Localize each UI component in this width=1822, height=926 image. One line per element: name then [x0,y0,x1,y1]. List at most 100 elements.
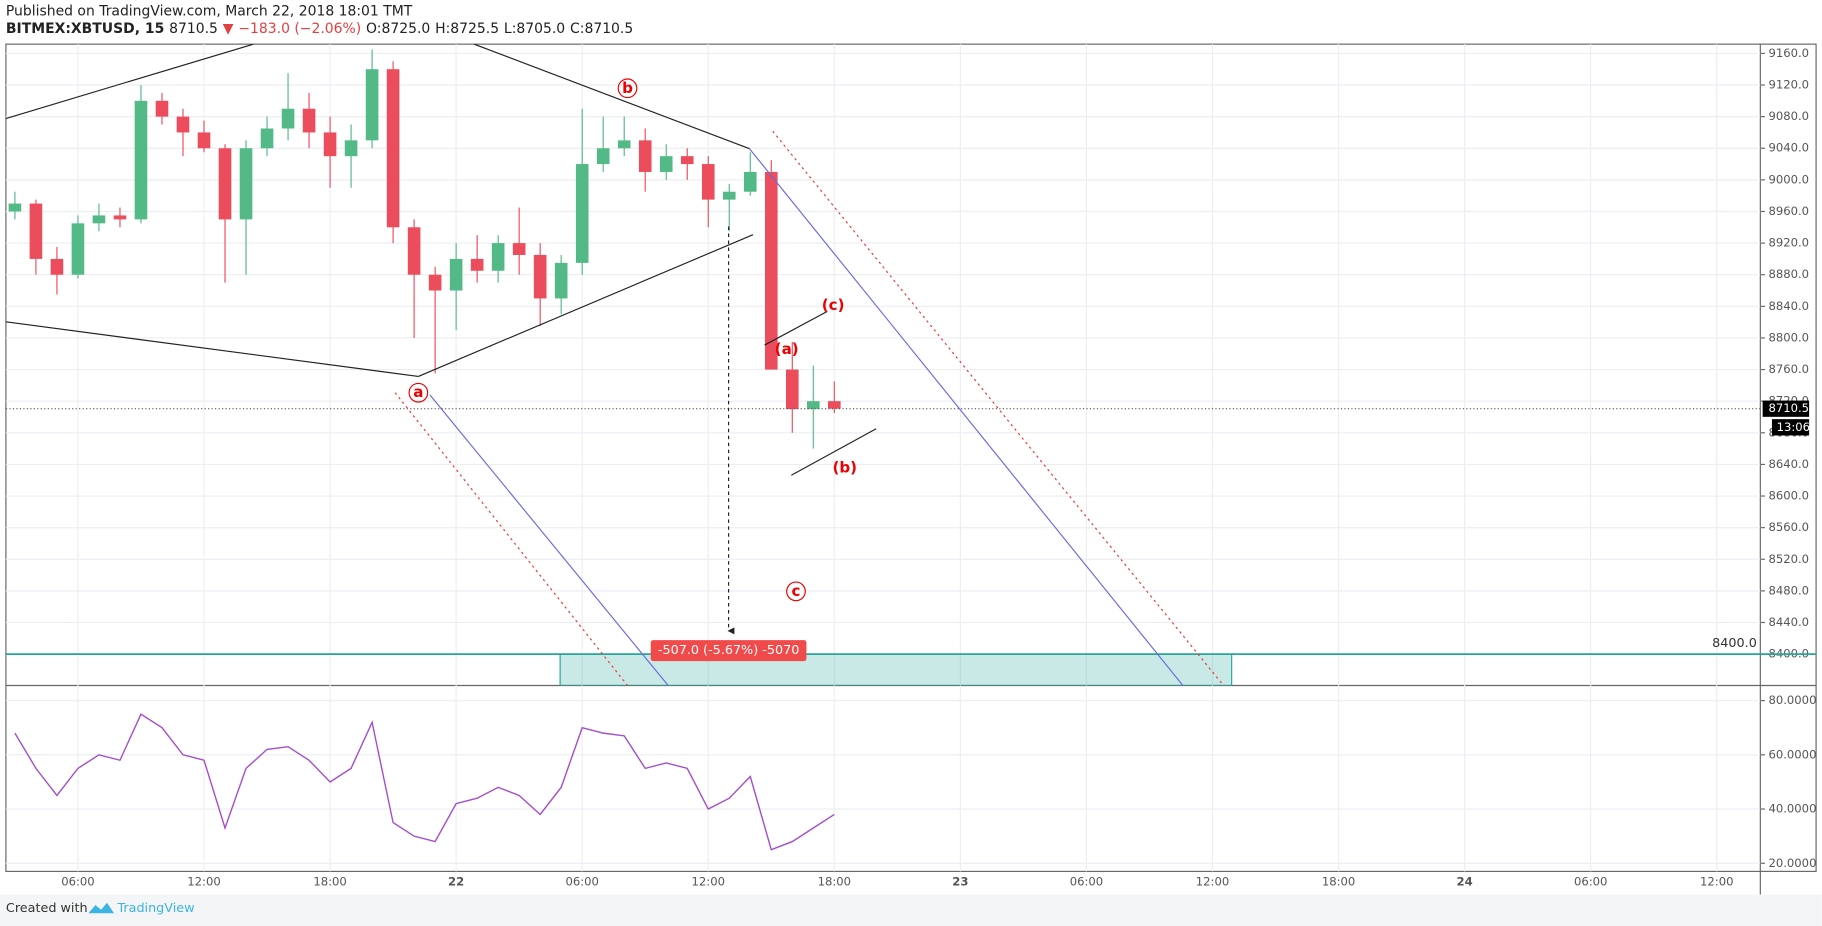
candle-body [71,223,85,275]
wave-label: a [413,383,423,401]
channel-line [429,394,669,686]
x-tick-label: 24 [1457,874,1473,888]
y-tick-label: 60.0000 [1768,747,1816,761]
y-tick-label: 8880.0 [1768,267,1809,281]
candle-body [596,148,610,165]
low: L:8705.0 [504,21,565,37]
channel-line [749,148,1184,686]
y-tick-label: 8920.0 [1768,236,1809,250]
candle-body [218,148,232,220]
y-tick-label: 8480.0 [1768,583,1809,597]
countdown-label: 13:06 [1777,420,1810,434]
down-arrow: ▼ [223,21,234,37]
candle-body [512,243,526,255]
trend-line [418,234,754,377]
candle-body [407,227,421,275]
frame [5,43,1817,872]
candle-body [8,203,22,212]
measure-box [650,640,807,662]
y-tick-label: 8960.0 [1768,204,1809,218]
y-tick-label: 8520.0 [1768,552,1809,566]
price-tag [1762,400,1810,417]
candle-body [575,164,589,263]
candle-body [428,274,442,291]
wave-label: c [791,582,800,600]
rsi-line [14,713,835,851]
y-tick-label: 40.0000 [1768,802,1816,816]
close: C:8710.5 [570,21,633,37]
y-tick-label: 9120.0 [1768,78,1809,92]
candle-body [176,116,190,133]
symbol-line: BITMEX:XBTUSD, 15 8710.5 ▼ −183.0 (−2.06… [6,21,633,37]
candle-body [638,140,652,172]
channel-line [394,392,628,686]
x-tick-label: 12:00 [1196,874,1229,888]
y-tick-label: 20.0000 [1768,856,1816,870]
candle-body [764,171,778,370]
wave-circle [617,78,638,99]
candle-body [449,258,463,291]
candle-body [50,258,64,275]
high: H:8725.5 [435,21,499,37]
measure-label: -507.0 (-5.67%) -5070 [658,643,799,658]
candle-body [617,140,631,149]
wave-labels: b a c (c) (a) (b) [408,78,857,602]
candle-body [807,401,820,410]
candle-body [155,100,169,117]
candle-body [470,258,484,271]
wave-circle [786,581,806,602]
price-tags: 8400.0 8710.5 13:06 [1712,400,1810,651]
change: −183.0 (−2.06%) [238,21,361,37]
footer [0,894,1822,926]
candle-body [239,148,253,220]
y-tick-label: 9160.0 [1768,46,1809,60]
symbol: BITMEX:XBTUSD, 15 [6,21,164,37]
candle-body [134,100,148,220]
last: 8710.5 [169,21,218,37]
wave-label: (a) [775,340,799,358]
x-tick-label: 22 [448,874,464,888]
footer-brand[interactable]: TradingView [116,901,194,916]
y-tick-label: 9040.0 [1768,141,1809,155]
wave-label: (b) [832,459,857,477]
candle-body [722,191,736,200]
countdown-tag [1771,419,1810,436]
y-tick-label: 9080.0 [1768,109,1809,123]
x-tick-label: 18:00 [313,874,346,888]
trend-line [764,310,828,346]
candle-body [828,401,841,409]
candle-body [701,164,715,200]
x-tick-label: 18:00 [1322,874,1355,888]
candle-body [260,128,274,149]
y-tick-label: 8440.0 [1768,615,1809,629]
y-tick-label: 8640.0 [1768,457,1809,471]
y-tick-label: 8840.0 [1768,299,1809,313]
y-tick-label: 8560.0 [1768,520,1809,534]
published: Published on TradingView.com, March 22, … [6,4,413,20]
candle-body [323,132,337,157]
wave-circle [408,382,429,403]
candle-body [365,69,379,141]
drawings [5,44,1233,686]
footer-text: Created with [6,901,88,916]
x-tick-label: 12:00 [692,874,725,888]
candle-body [491,243,505,271]
x-tick-label: 06:00 [1574,874,1607,888]
wave-label: b [622,79,633,97]
candle-body [281,108,295,129]
level-label: 8400.0 [1712,636,1757,651]
candle-body [302,108,316,133]
candle-body [344,140,358,157]
candle-body [197,132,211,149]
candle-body [29,203,43,259]
price-tag-label: 8710.5 [1768,401,1809,415]
candle-body [113,215,127,220]
logo [88,902,114,914]
x-tick-label: 18:00 [818,874,851,888]
y-tick-label: 80.0000 [1768,693,1816,707]
candle-body [659,156,673,172]
x-tick-label: 12:00 [187,874,220,888]
